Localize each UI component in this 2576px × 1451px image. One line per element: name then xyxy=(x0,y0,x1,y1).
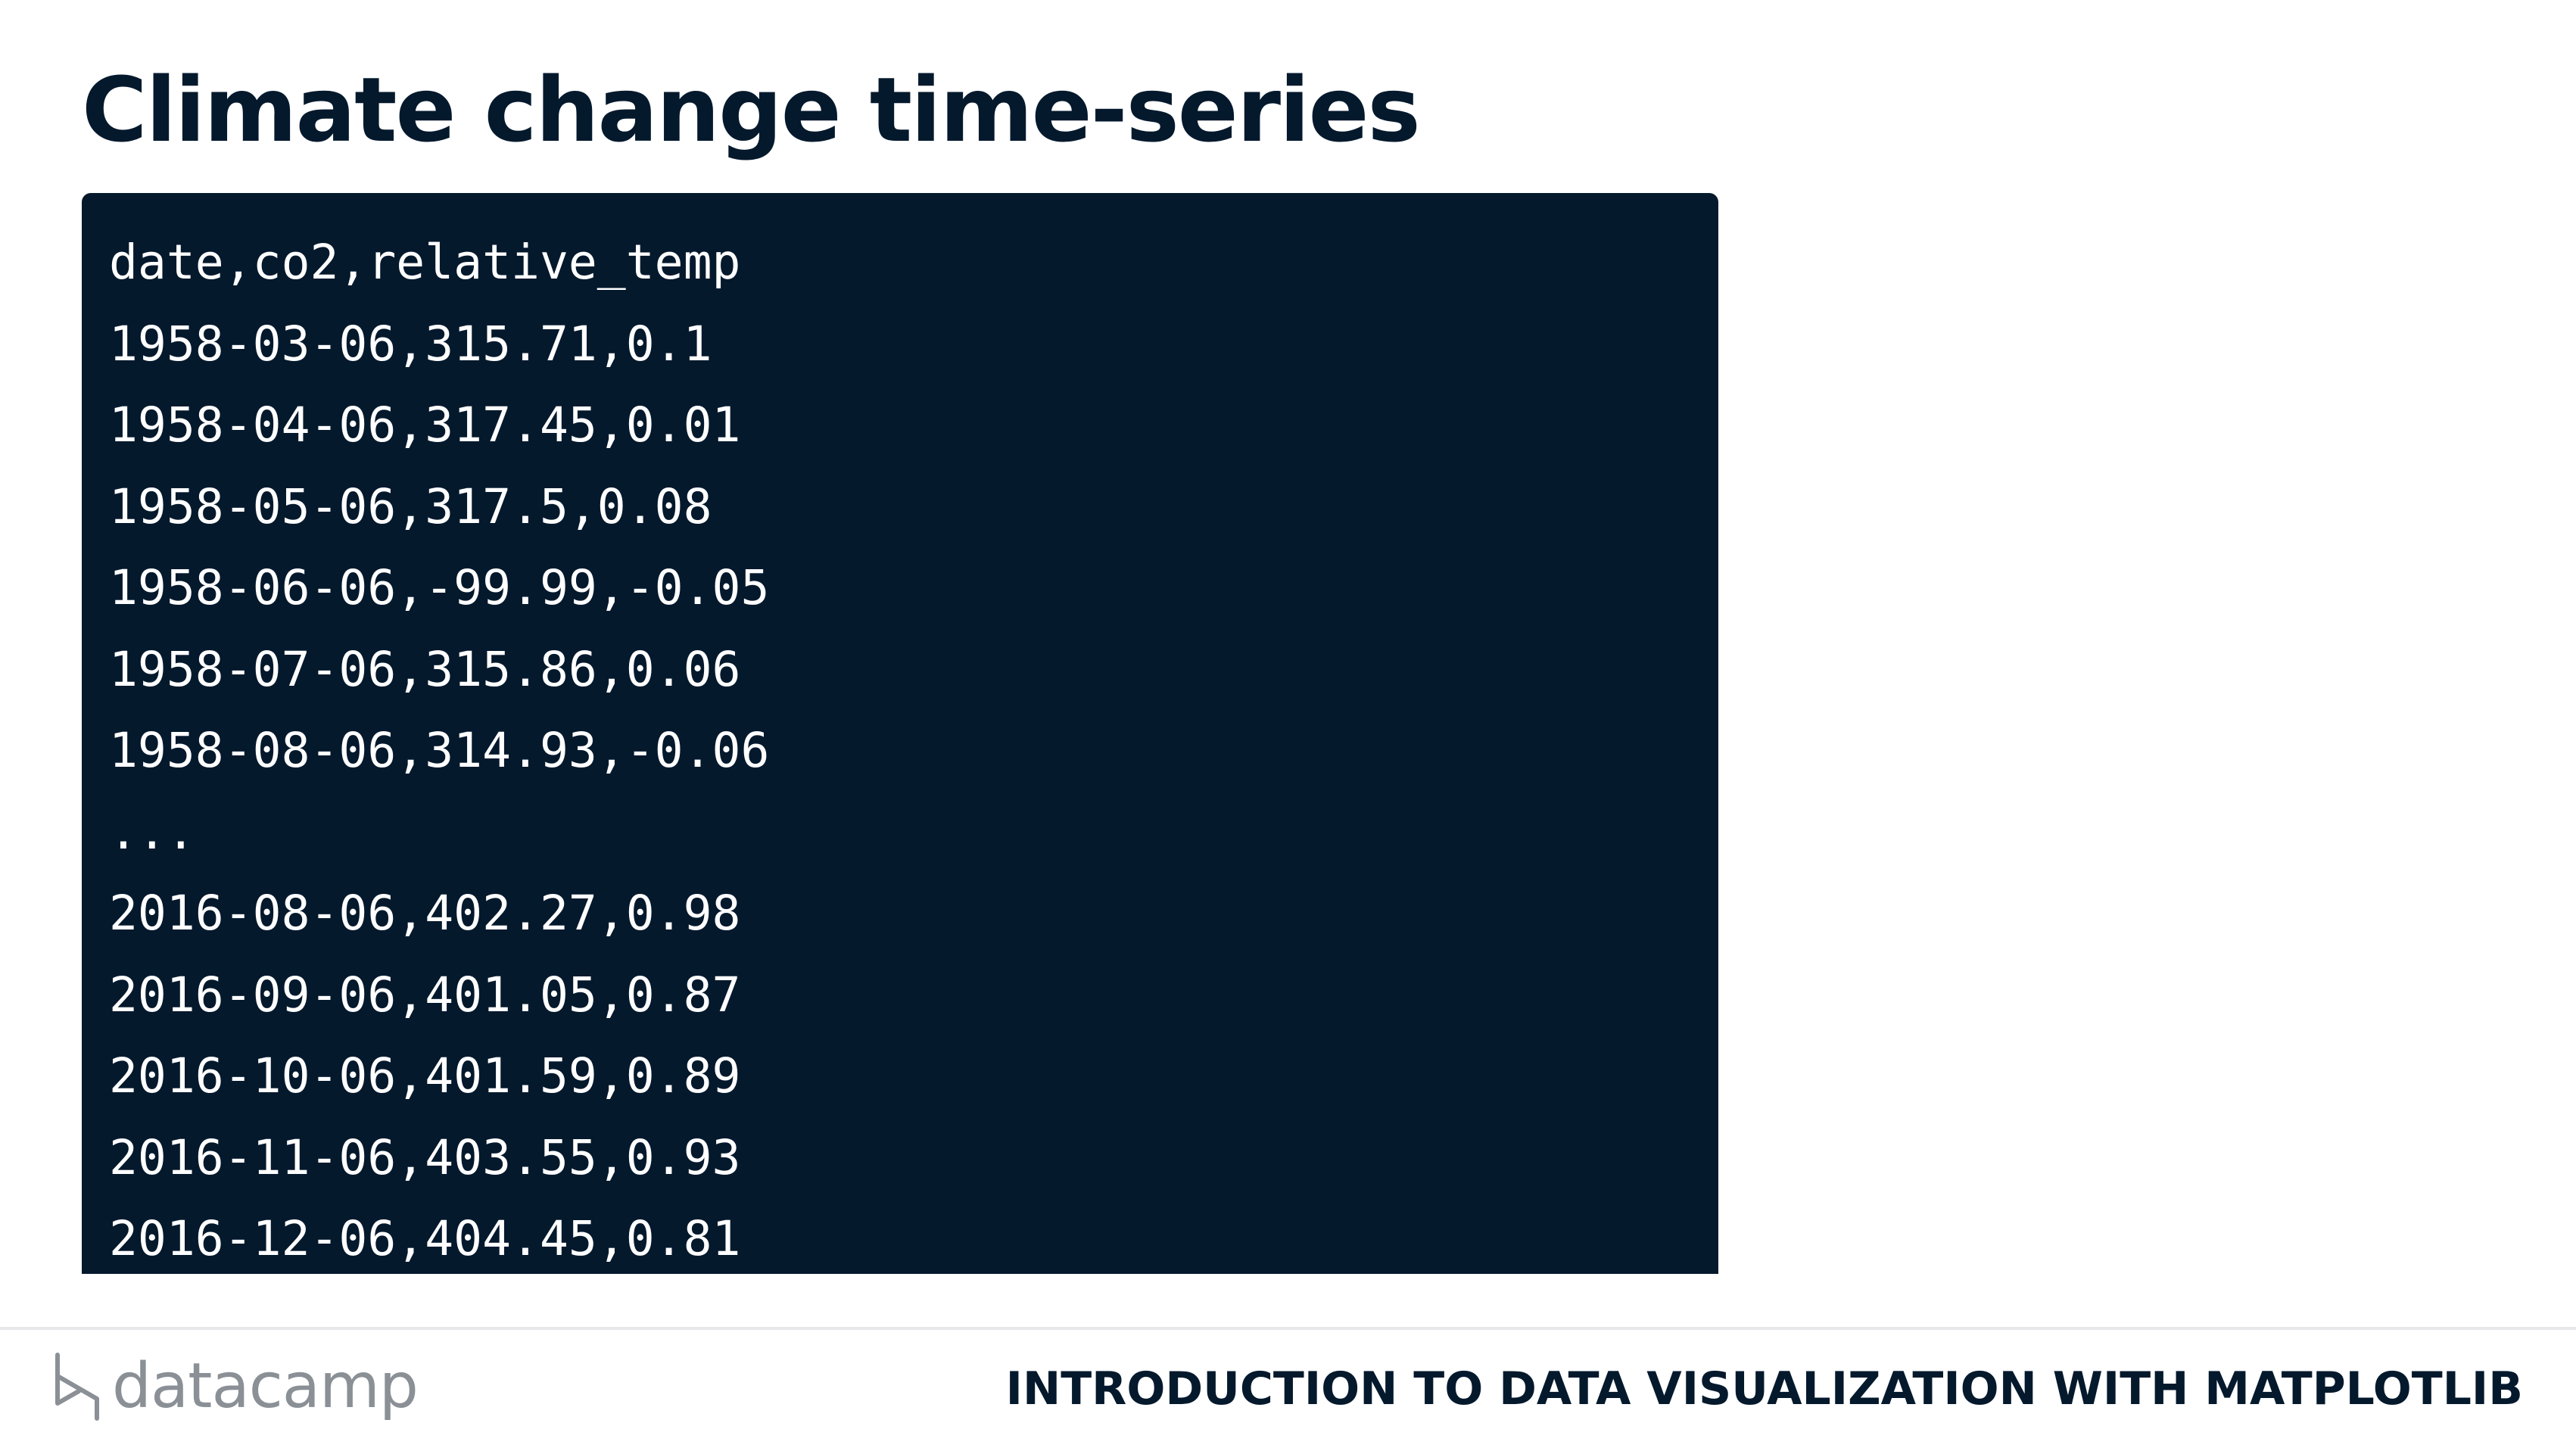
datacamp-logo: datacamp xyxy=(50,1349,419,1425)
footer-divider xyxy=(0,1327,2576,1330)
code-line: 1958-05-06,317.5,0.08 xyxy=(109,478,712,534)
code-line-ellipsis: ... xyxy=(109,804,195,860)
slide-title: Climate change time-series xyxy=(82,58,1421,162)
code-line: 2016-12-06,404.45,0.81 xyxy=(109,1211,741,1266)
code-line-header: date,co2,relative_temp xyxy=(109,235,741,290)
code-block: date,co2,relative_temp 1958-03-06,315.71… xyxy=(82,193,1718,1274)
code-line: 1958-03-06,315.71,0.1 xyxy=(109,316,712,372)
datacamp-logo-icon xyxy=(55,1353,99,1421)
code-line: 2016-10-06,401.59,0.89 xyxy=(109,1048,741,1104)
code-line: 2016-09-06,401.05,0.87 xyxy=(109,967,741,1023)
course-title: INTRODUCTION TO DATA VISUALIZATION WITH … xyxy=(1005,1362,2523,1415)
logo-text: datacamp xyxy=(112,1350,419,1422)
code-lines: date,co2,relative_temp 1958-03-06,315.71… xyxy=(109,222,769,1274)
code-line: 1958-08-06,314.93,-0.06 xyxy=(109,723,770,778)
code-line: 2016-11-06,403.55,0.93 xyxy=(109,1129,741,1185)
code-line: 1958-04-06,317.45,0.01 xyxy=(109,397,741,453)
code-line: 2016-08-06,402.27,0.98 xyxy=(109,886,741,941)
code-line: 1958-07-06,315.86,0.06 xyxy=(109,641,741,697)
code-line: 1958-06-06,-99.99,-0.05 xyxy=(109,560,770,615)
